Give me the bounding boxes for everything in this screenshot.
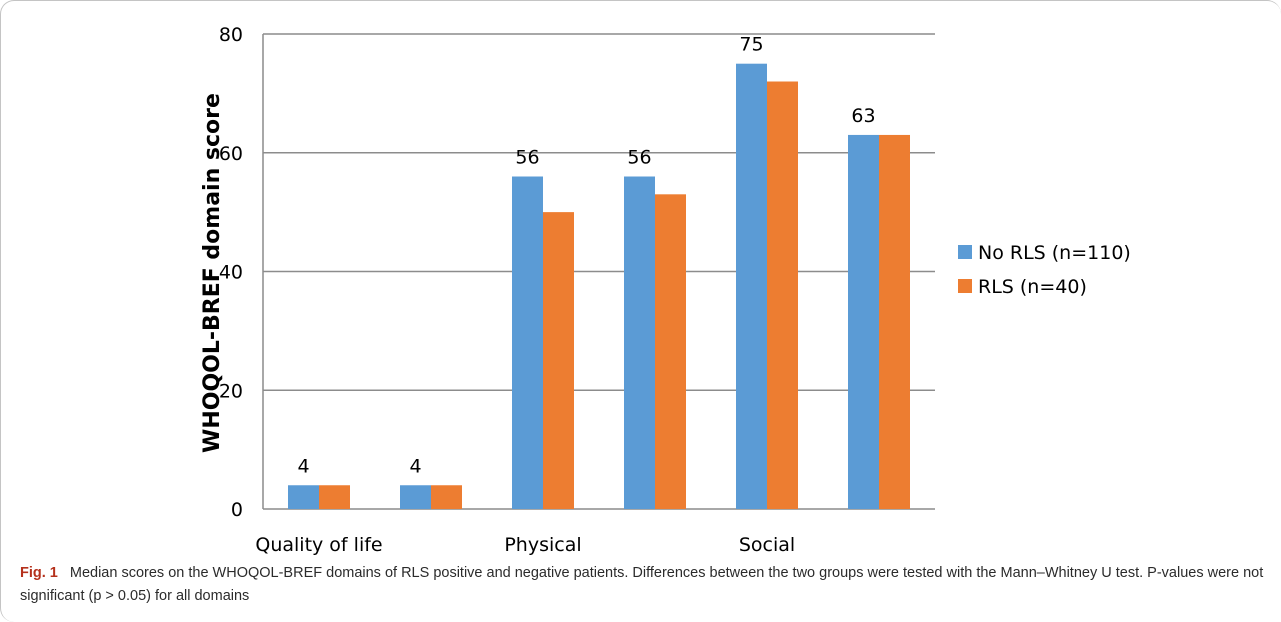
bar-rls-3 (655, 194, 686, 509)
x-tick-label: Physical (504, 534, 581, 556)
grid-lines (262, 33, 935, 510)
bars (288, 63, 910, 509)
data-label: 56 (515, 147, 539, 169)
legend-label-0: No RLS (n=110) (978, 242, 1131, 264)
y-tick-label: 40 (219, 262, 243, 284)
bar-no-rls-3 (624, 176, 655, 509)
y-tick-label: 20 (219, 380, 243, 402)
bar-no-rls-5 (848, 134, 879, 509)
legend-label-1: RLS (n=40) (978, 276, 1087, 298)
bar-rls-2 (543, 212, 574, 509)
data-label: 4 (297, 455, 309, 477)
bar-rls-1 (431, 485, 462, 509)
data-label: 63 (851, 105, 875, 127)
bar-chart: 0 20 40 60 80 4 4 56 56 75 63 Quality of life Phys… (200, 24, 1131, 556)
x-tick-labels: Quality of life Physical Social (255, 534, 795, 556)
y-tick-label: 0 (231, 499, 243, 521)
bar-rls-5 (879, 134, 910, 509)
legend: No RLS (n=110) RLS (n=40) (958, 242, 1131, 298)
data-label: 75 (739, 34, 763, 56)
bar-rls-4 (767, 81, 798, 509)
bar-no-rls-1 (400, 485, 431, 509)
legend-swatch-1 (958, 279, 972, 293)
legend-swatch-0 (958, 245, 972, 259)
caption-text: Median scores on the WHOQOL-BREF domains… (20, 565, 1264, 604)
y-axis-title: WHOQOL-BREF domain score (200, 93, 225, 453)
x-tick-label: Social (739, 534, 795, 556)
bar-no-rls-4 (736, 63, 767, 509)
x-tick-label: Quality of life (255, 534, 382, 556)
bar-no-rls-0 (288, 485, 319, 509)
bar-rls-0 (319, 485, 350, 509)
figure-label: Fig. 1 (20, 565, 58, 581)
data-label: 4 (409, 455, 421, 477)
y-tick-label: 80 (219, 24, 243, 46)
data-labels: 4 4 56 56 75 63 (297, 34, 875, 478)
y-tick-label: 60 (219, 143, 243, 165)
figure-caption: Fig. 1 Median scores on the WHOQOL-BREF d… (20, 562, 1270, 608)
y-tick-labels: 0 20 40 60 80 (219, 24, 243, 521)
data-label: 56 (627, 147, 651, 169)
bar-no-rls-2 (512, 176, 543, 509)
